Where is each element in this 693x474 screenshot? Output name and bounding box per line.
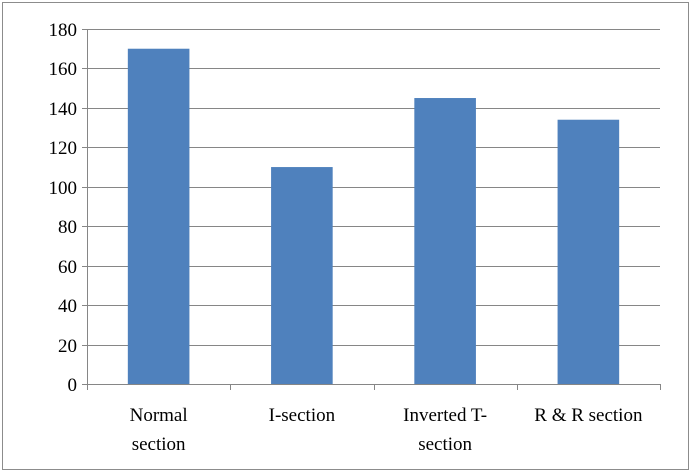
y-tick-label: 40	[58, 296, 77, 317]
y-tick-label: 180	[49, 20, 78, 41]
x-tick-label: Normal section	[130, 405, 188, 455]
bars	[127, 48, 620, 385]
x-tick-label: R & R section	[534, 405, 643, 426]
x-tick-label-line: section	[132, 434, 186, 455]
y-tick-label: 80	[58, 217, 77, 238]
x-tick-label-line: R & R section	[534, 405, 643, 426]
y-tick-label: 140	[49, 99, 78, 120]
bar	[127, 48, 190, 384]
x-tick-label-line: Normal	[130, 405, 188, 426]
bar	[271, 167, 333, 384]
y-tick-label: 20	[58, 336, 77, 357]
tick-labels: 0 20 40 60 80 100 120 140 160 180 Normal section I-s…	[49, 20, 643, 455]
x-tick-label: I-section	[269, 405, 336, 426]
x-tick-label-line: section	[418, 434, 472, 455]
x-tick-label-line: Inverted T-	[403, 405, 487, 426]
x-tick-label: Inverted T-section	[403, 405, 487, 455]
y-tick-label: 60	[58, 257, 77, 278]
x-tick-label-line: I-section	[269, 405, 336, 426]
y-tick-label: 120	[49, 138, 78, 159]
bar	[557, 119, 620, 384]
y-tick-label: 160	[49, 59, 78, 80]
axes	[82, 29, 661, 390]
bar	[414, 98, 476, 385]
y-tick-label: 0	[68, 375, 78, 396]
y-tick-label: 100	[49, 178, 78, 199]
